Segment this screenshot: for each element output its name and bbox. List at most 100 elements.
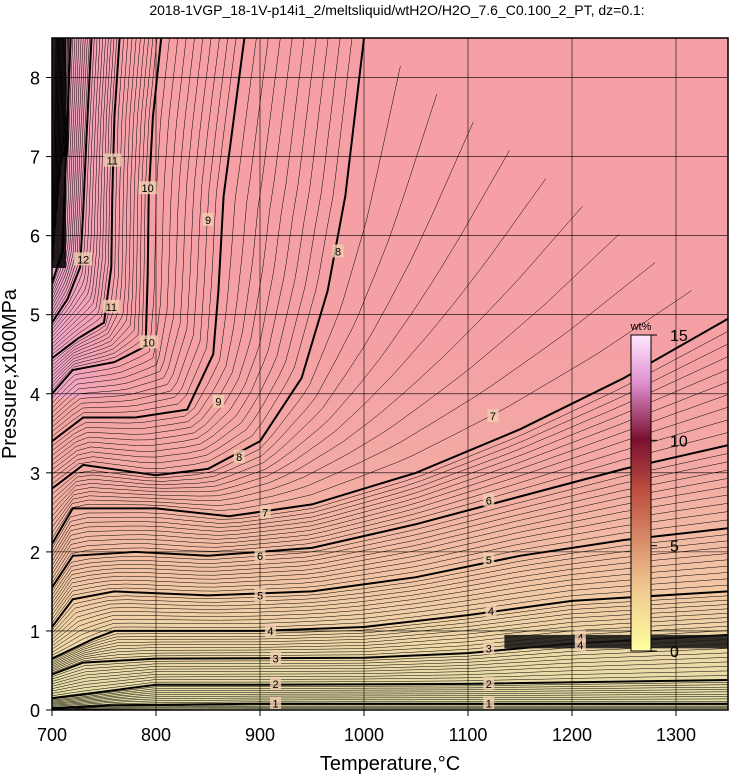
contour-label-bg xyxy=(259,505,271,519)
fine-contour xyxy=(52,584,728,656)
fine-contour xyxy=(52,612,728,667)
contour-label-bg xyxy=(483,676,495,690)
x-tick-label: 900 xyxy=(245,725,275,745)
fine-contour xyxy=(52,38,90,319)
contour-label-bg xyxy=(103,153,122,167)
fine-contour xyxy=(52,38,101,334)
fine-contour xyxy=(52,38,204,418)
fine-contour xyxy=(52,494,728,612)
contour-label: 8 xyxy=(332,244,344,258)
colorbar-gradient xyxy=(630,334,652,652)
fine-contour xyxy=(52,666,728,692)
contour-line-13 xyxy=(52,38,72,284)
fine-contour xyxy=(52,38,341,480)
fine-contour xyxy=(52,38,118,355)
fine-contour xyxy=(52,38,158,391)
fine-contour xyxy=(52,38,220,428)
fine-contour xyxy=(52,572,728,650)
fine-contour xyxy=(52,453,728,592)
y-tick-label: 1 xyxy=(30,622,40,642)
fine-contour xyxy=(52,38,98,330)
fine-contour xyxy=(52,38,95,327)
contour-label: 9 xyxy=(212,394,224,409)
y-tick-label: 3 xyxy=(30,464,40,484)
contour-label: 3 xyxy=(483,641,495,655)
contour-label-bg xyxy=(487,408,499,422)
contour-line-6 xyxy=(52,444,728,589)
fine-contour xyxy=(52,38,269,451)
contour-label-text: 6 xyxy=(486,495,492,507)
colorbar-tick-label: 15 xyxy=(670,328,688,345)
fine-contour xyxy=(52,670,728,694)
contour-label-bg xyxy=(483,696,495,710)
fine-contour xyxy=(52,657,728,687)
fine-contour xyxy=(52,38,78,295)
fine-contour xyxy=(52,38,82,303)
fine-contour xyxy=(52,394,728,571)
fine-contour xyxy=(52,38,353,485)
contour-label: 4 xyxy=(574,638,586,652)
fine-contour xyxy=(52,369,728,562)
contour-label-text: 9 xyxy=(205,215,211,227)
fine-contour xyxy=(52,38,86,311)
fine-contour xyxy=(52,38,141,377)
contour-label-bg xyxy=(483,493,495,507)
fine-contour xyxy=(52,701,728,708)
contour-label: 11 xyxy=(102,299,121,314)
contour-label-text: 4 xyxy=(488,606,494,618)
fine-contour xyxy=(52,643,728,680)
fine-contour xyxy=(52,689,728,703)
contour-label-text: 12 xyxy=(77,254,89,266)
contour-label-bg xyxy=(483,641,495,655)
fine-contour xyxy=(52,691,728,704)
fine-contour xyxy=(52,704,728,709)
fine-contour xyxy=(52,234,619,528)
plot-frame xyxy=(51,37,729,711)
y-tick-label: 2 xyxy=(30,543,40,563)
fine-contour xyxy=(52,38,112,348)
fine-contour xyxy=(52,38,154,387)
fine-contour xyxy=(52,38,179,404)
contour-label-bg xyxy=(233,450,245,464)
fine-contour xyxy=(52,486,728,608)
fine-contour xyxy=(52,178,547,517)
contour-label-text: 5 xyxy=(486,555,492,567)
fine-contour xyxy=(52,38,145,380)
contour-label-text: 6 xyxy=(257,551,263,563)
y-axis-ticks: 0 1 2 3 4 5 6 7 8 xyxy=(30,69,52,721)
contour-label: 7 xyxy=(487,408,499,423)
fine-contour xyxy=(52,675,728,697)
fine-contour xyxy=(52,621,728,670)
fine-contour xyxy=(52,652,728,685)
fine-contour xyxy=(52,38,329,475)
contour-label-bg xyxy=(138,181,157,195)
contour-label-text: 9 xyxy=(215,397,221,409)
fine-contour xyxy=(52,696,728,706)
contour-label: 12 xyxy=(74,252,93,266)
contour-label-bg xyxy=(332,244,344,258)
contour-label: 5 xyxy=(483,552,495,567)
fine-contour xyxy=(52,684,728,701)
contour-labels: 112233444455667788991010111112 xyxy=(74,153,586,711)
fine-contour xyxy=(52,682,728,700)
colorbar: wt% 0 5 10 15 xyxy=(630,321,688,661)
contour-line-5 xyxy=(52,527,728,628)
fine-contour xyxy=(52,406,728,575)
contour-label: 4 xyxy=(264,623,276,638)
contour-label: 3 xyxy=(270,651,282,666)
y-tick-label: 7 xyxy=(30,148,40,168)
fine-contour xyxy=(52,553,728,640)
fine-contour xyxy=(52,608,728,666)
fine-contour xyxy=(52,38,195,413)
x-tick-label: 1100 xyxy=(449,725,488,745)
fine-contour xyxy=(52,705,728,710)
x-axis-label: Temperature,°C xyxy=(320,753,460,775)
fine-contour xyxy=(52,519,728,624)
contour-label-text: 10 xyxy=(143,337,155,349)
contour-label-text: 8 xyxy=(236,452,242,464)
contour-label-text: 10 xyxy=(142,183,154,195)
fine-contour xyxy=(52,94,438,500)
x-tick-label: 1300 xyxy=(656,725,696,745)
contour-label-text: 5 xyxy=(257,590,263,602)
colorbar-tick-label: 5 xyxy=(670,539,679,556)
